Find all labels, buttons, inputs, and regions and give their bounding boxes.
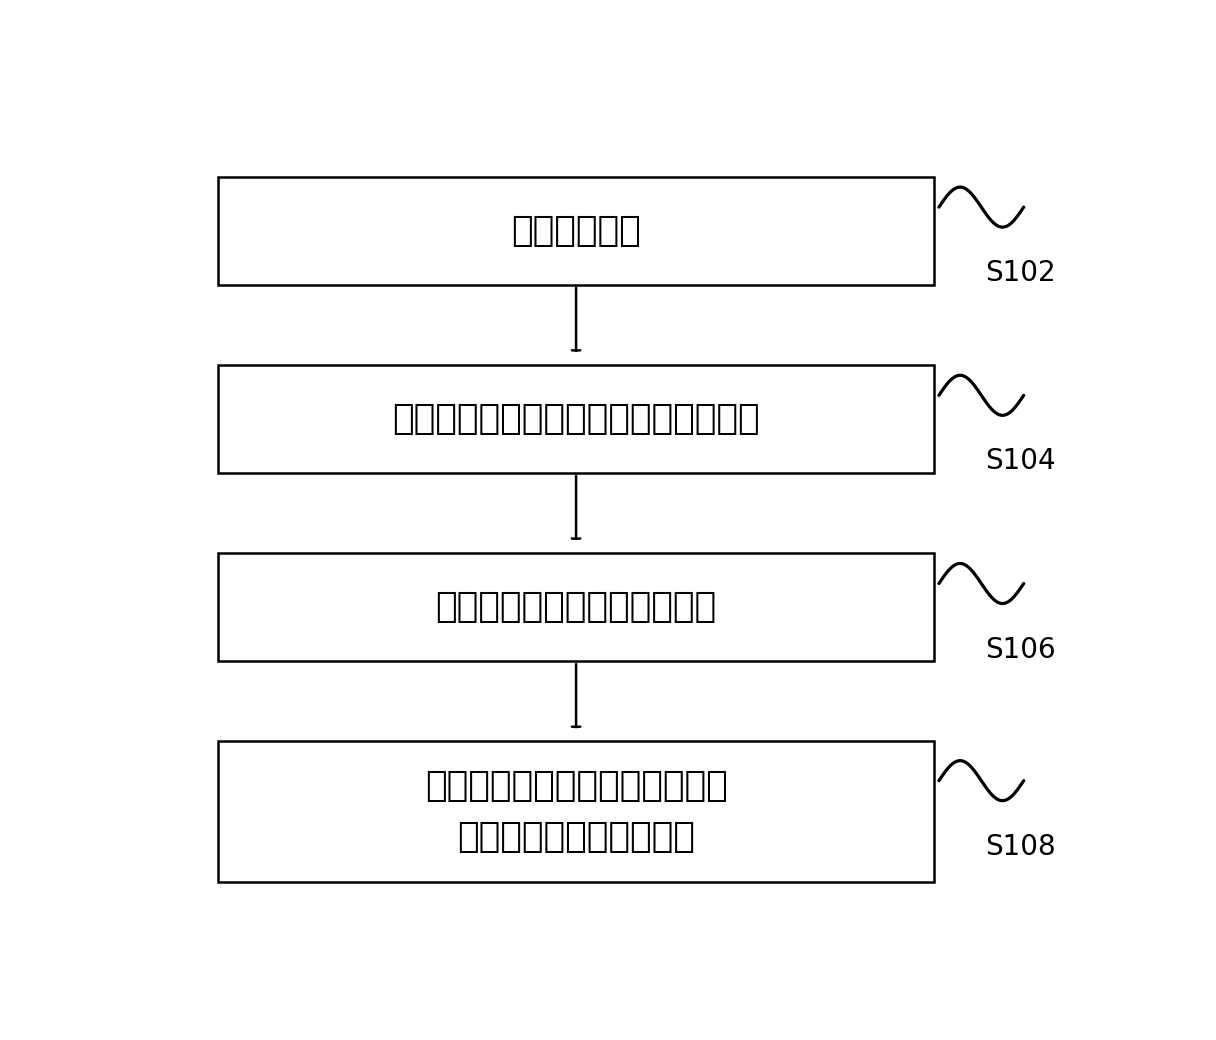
Text: S106: S106 [985, 635, 1057, 664]
Text: 利用人脸对称轴调整眼睛位置，
得到人眼的目标定位位置: 利用人脸对称轴调整眼睛位置， 得到人眼的目标定位位置 [424, 770, 727, 854]
FancyBboxPatch shape [218, 742, 934, 882]
Text: S108: S108 [985, 833, 1057, 861]
FancyBboxPatch shape [218, 177, 934, 285]
Text: S104: S104 [985, 447, 1057, 475]
Text: S102: S102 [985, 259, 1057, 287]
Text: 根据鼻子位置确定人脸对称轴: 根据鼻子位置确定人脸对称轴 [435, 591, 716, 624]
FancyBboxPatch shape [218, 553, 934, 661]
FancyBboxPatch shape [218, 365, 934, 473]
Text: 接收人脸图像: 接收人脸图像 [511, 214, 641, 248]
Text: 定位人脸图像中的鼻子位置和眼睛位置: 定位人脸图像中的鼻子位置和眼睛位置 [393, 402, 760, 436]
